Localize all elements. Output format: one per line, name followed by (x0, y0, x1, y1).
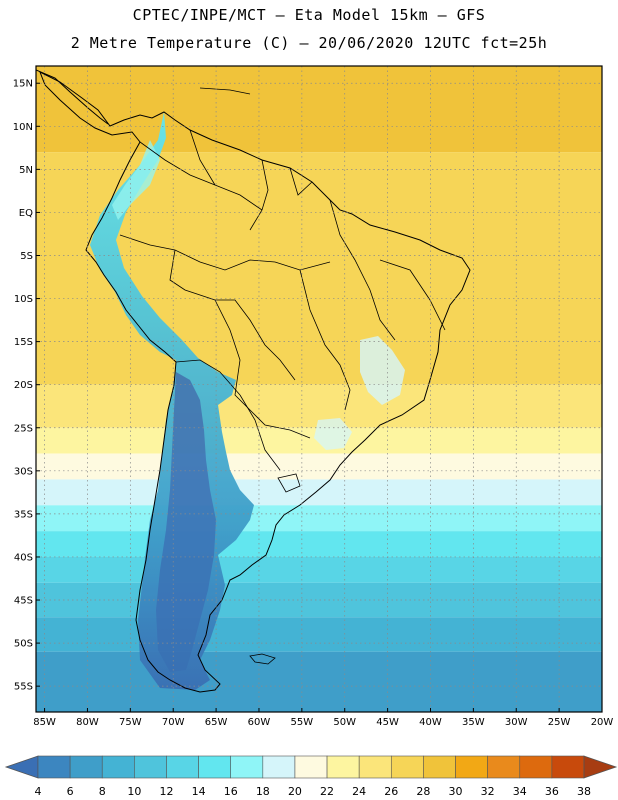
lat-label: 45S (14, 596, 33, 607)
temperature-band-8 (36, 531, 602, 557)
lon-label: 50W (333, 717, 356, 728)
colorbar-segment-15 (487, 755, 521, 779)
lon-label: 85W (33, 717, 56, 728)
lat-label: EQ (19, 208, 33, 219)
map-frame (35, 65, 603, 713)
colorbar-label: 24 (352, 785, 366, 798)
latitude-labels: 15N 10N 5N EQ 5S 10S 15S 20S 25S 30S 35S 40S 45S 50S 5… (13, 79, 40, 693)
country-borders (119, 129, 446, 471)
colorbar-label: 14 (192, 785, 206, 798)
colorbar-segment-2 (69, 755, 103, 779)
colorbar-label: 26 (384, 785, 398, 798)
lat-label: 10N (13, 122, 33, 133)
lon-label: 45W (376, 717, 399, 728)
lat-label: 50S (14, 639, 33, 650)
temperature-band-0 (36, 66, 602, 153)
longitude-labels: 85W 80W 75W 70W 65W 60W 55W 50W 45W 40W 35W 30W 25W 2… (33, 708, 613, 728)
lon-label: 40W (419, 717, 442, 728)
lon-label: 75W (119, 717, 142, 728)
colorbar-label: 36 (545, 785, 559, 798)
cold-terrain-overlay (90, 112, 405, 690)
colorbar (4, 755, 618, 779)
lon-label: 20W (591, 717, 614, 728)
colorbar-segment-12 (390, 755, 424, 779)
lat-label: 35S (14, 509, 33, 520)
colorbar-label: 34 (513, 785, 527, 798)
temperature-band-11 (36, 617, 602, 652)
lon-label: 80W (76, 717, 99, 728)
chart-title-line-1: CPTEC/INPE/MCT – Eta Model 15km – GFS (132, 6, 486, 24)
lon-label: 65W (205, 717, 228, 728)
colorbar-left-arrow (4, 755, 39, 779)
colorbar-segment-10 (326, 755, 360, 779)
colorbar-label: 16 (224, 785, 238, 798)
temperature-bands (36, 66, 602, 712)
colorbar-segment-14 (455, 755, 488, 779)
colorbar-label: 10 (127, 785, 141, 798)
lon-label: 55W (291, 717, 314, 728)
colorbar-label: 32 (481, 785, 495, 798)
colorbar-segment-13 (423, 755, 456, 779)
colorbar-label: 30 (449, 785, 463, 798)
colorbar-segment-3 (101, 755, 135, 779)
colorbar-segment-11 (358, 755, 392, 779)
colorbar-label: 28 (416, 785, 430, 798)
colorbar-label: 20 (288, 785, 302, 798)
lat-label: 40S (14, 552, 33, 563)
colorbar-labels: 4 6 8 10 12 14 16 18 20 22 24 26 28 30 32 34 36 38 (35, 785, 592, 798)
temperature-band-12 (36, 651, 602, 712)
lon-label: 70W (162, 717, 185, 728)
colorbar-label: 8 (99, 785, 106, 798)
colorbar-segment-4 (134, 755, 167, 779)
temperature-band-10 (36, 582, 602, 618)
lat-label: 55S (14, 682, 33, 693)
continent-outline (39, 70, 471, 693)
lat-label: 15S (14, 337, 33, 348)
temperature-band-9 (36, 556, 602, 583)
colorbar-label: 6 (67, 785, 74, 798)
lat-label: 30S (14, 466, 33, 477)
colorbar-segment-6 (198, 755, 232, 779)
colorbar-segment-8 (262, 755, 296, 779)
colorbar-segment-5 (166, 755, 199, 779)
colorbar-segment-9 (294, 755, 328, 779)
colorbar-label: 38 (577, 785, 591, 798)
colorbar-segment-7 (230, 755, 264, 779)
colorbar-label: 18 (256, 785, 270, 798)
temperature-band-5 (36, 453, 602, 480)
lat-label: 5N (19, 165, 33, 176)
lat-label: 5S (20, 251, 33, 262)
lat-label: 10S (14, 294, 33, 305)
lat-label: 25S (14, 423, 33, 434)
colorbar-label: 22 (320, 785, 334, 798)
colorbar-label: 12 (159, 785, 173, 798)
lat-label: 20S (14, 380, 33, 391)
lat-label: 15N (13, 79, 33, 90)
lon-label: 60W (248, 717, 271, 728)
lon-label: 25W (548, 717, 571, 728)
lon-label: 30W (505, 717, 528, 728)
colorbar-segment-17 (551, 755, 585, 779)
colorbar-right-arrow (583, 755, 618, 779)
colorbar-segment-1 (37, 755, 71, 779)
colorbar-segment-16 (519, 755, 553, 779)
chart-title-line-2: 2 Metre Temperature (C) – 20/06/2020 12U… (70, 34, 548, 52)
temperature-band-6 (36, 479, 602, 506)
colorbar-label: 4 (35, 785, 42, 798)
temperature-band-7 (36, 505, 602, 532)
lon-label: 35W (462, 717, 485, 728)
